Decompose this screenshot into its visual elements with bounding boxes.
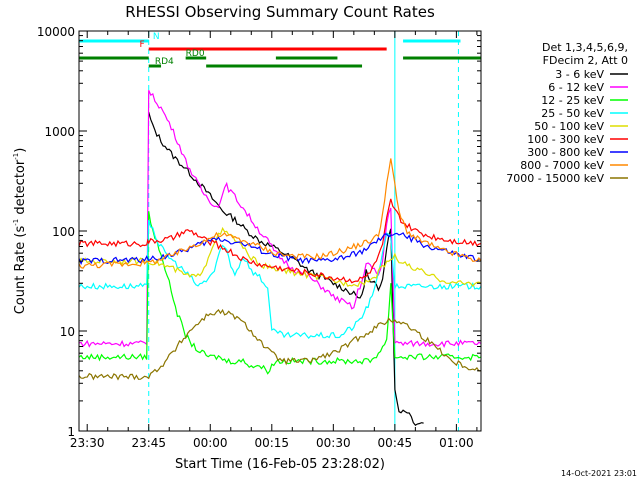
legend-header-2: FDecim 2, Att 0 xyxy=(543,54,628,67)
date-stamp: 14-Oct-2021 23:01 xyxy=(561,469,637,478)
y-axis-label: Count Rate (s-1 detector-1) xyxy=(12,148,28,315)
x-tick-label-1: 23:30 xyxy=(70,436,105,450)
legend-label-7: 300 - 800 keV xyxy=(527,146,604,159)
flag-label-rd4: RD4 xyxy=(155,57,174,67)
y-axis-label-sup-2: -1 xyxy=(12,153,20,160)
y-tick-label-1: 1 xyxy=(67,425,75,439)
x-tick-label-2: 23:45 xyxy=(131,436,166,450)
legend-label-9: 7000 - 15000 keV xyxy=(506,172,604,185)
series-line-9 xyxy=(78,308,482,381)
legend-label-4: 25 - 50 keV xyxy=(541,107,604,120)
flag-label-f: F xyxy=(139,40,144,50)
series-line-8 xyxy=(78,158,482,269)
chart-title: RHESSI Observing Summary Count Rates xyxy=(125,3,435,21)
y-tick-label-2: 10 xyxy=(60,325,75,339)
y-tick-label-5: 10000 xyxy=(37,25,75,39)
y-tick-label-3: 100 xyxy=(52,225,75,239)
flag-label-n: N xyxy=(153,32,160,42)
x-tick-label-4: 00:15 xyxy=(254,436,289,450)
y-axis-label-main: Count Rate (s xyxy=(13,226,28,315)
plot-area: NF RD0 RD4 xyxy=(78,31,482,431)
flag-label-rd0: RD0 xyxy=(186,49,205,59)
y-axis: 1 10 100 1000 10000 xyxy=(37,25,481,439)
x-tick-label-3: 00:00 xyxy=(193,436,228,450)
y-axis-label-sup-1: -1 xyxy=(12,219,20,226)
y-tick-label-4: 1000 xyxy=(44,125,75,139)
series-line-3 xyxy=(78,211,482,375)
x-axis: 23:30 23:45 00:00 00:15 00:30 00:45 01:00 xyxy=(70,31,478,450)
legend-label-6: 100 - 300 keV xyxy=(527,133,604,146)
legend-label-5: 50 - 100 keV xyxy=(534,120,604,133)
series-line-4 xyxy=(78,220,482,340)
legend-label-2: 6 - 12 keV xyxy=(548,81,604,94)
y-axis-label-end: ) xyxy=(13,148,28,153)
x-tick-label-7: 01:00 xyxy=(439,436,474,450)
y-axis-label-mid: detector xyxy=(13,159,28,219)
legend-header-1: Det 1,3,4,5,6,9, xyxy=(542,41,628,54)
x-axis-label: Start Time (16-Feb-05 23:28:02) xyxy=(175,457,385,472)
legend-label-3: 12 - 25 keV xyxy=(541,94,604,107)
legend-label-1: 3 - 6 keV xyxy=(555,68,604,81)
legend: Det 1,3,4,5,6,9, FDecim 2, Att 0 3 - 6 k… xyxy=(506,41,628,185)
legend-label-8: 800 - 7000 keV xyxy=(520,159,604,172)
x-tick-label-5: 00:30 xyxy=(316,436,351,450)
series-line-6 xyxy=(78,198,482,284)
x-tick-label-6: 00:45 xyxy=(378,436,413,450)
